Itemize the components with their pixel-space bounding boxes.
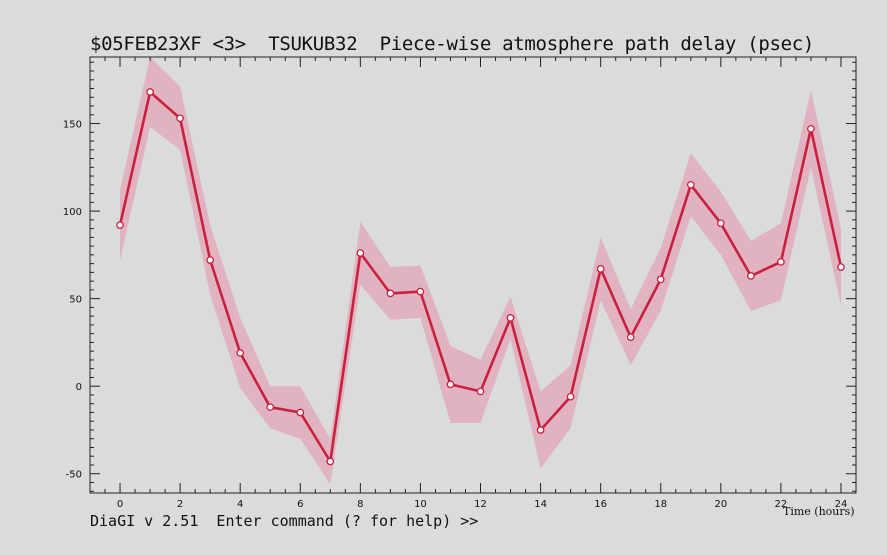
x-tick-label: 24 [835, 499, 848, 510]
data-point [326, 457, 335, 466]
data-point [837, 263, 845, 271]
plot-frame [89, 56, 857, 494]
data-point [807, 124, 815, 133]
data-point [386, 289, 395, 298]
data-point [536, 426, 545, 434]
series-points [116, 88, 845, 466]
chart-title: $05FEB23XF <3> TSUKUB32 Piece-wise atmos… [90, 33, 815, 55]
error-band-layer [120, 57, 841, 485]
x-tick-label: 14 [534, 499, 547, 510]
data-point [296, 408, 305, 417]
error-band [120, 57, 841, 485]
data-point [236, 349, 245, 357]
x-tick-label: 8 [357, 499, 363, 510]
data-point [596, 265, 605, 273]
data-point [686, 180, 695, 189]
x-tick-label: 6 [297, 499, 303, 510]
x-tick-label: 4 [237, 499, 243, 510]
data-point [626, 333, 635, 342]
x-axis-label: Time (hours) [783, 505, 855, 518]
data-point [416, 287, 425, 296]
x-tick-label: 22 [775, 499, 788, 510]
data-point [116, 221, 124, 229]
command-prompt[interactable]: DiaGI v 2.51 Enter command (? for help) … [90, 512, 479, 530]
x-tick-label: 20 [714, 499, 727, 510]
x-tick-label: 10 [414, 499, 427, 510]
y-tick-label: 150 [63, 120, 82, 131]
data-point [446, 380, 455, 389]
x-tick-label: 0 [117, 499, 123, 510]
x-tick-label: 16 [594, 499, 607, 510]
axis-ticks [90, 57, 857, 493]
x-tick-label: 18 [654, 499, 667, 510]
data-point [176, 114, 184, 123]
data-point [476, 387, 485, 396]
data-point [266, 403, 275, 412]
data-point [206, 256, 215, 264]
y-tick-label: 0 [76, 382, 82, 393]
data-point [656, 275, 665, 284]
x-tick-label: 12 [474, 499, 487, 510]
data-point [146, 88, 154, 96]
y-tick-label: 50 [69, 295, 82, 306]
data-point [716, 219, 725, 228]
data-point [747, 272, 755, 280]
data-point [356, 249, 365, 257]
y-tick-label: -50 [66, 470, 82, 481]
data-point [777, 258, 785, 266]
data-point [506, 314, 515, 322]
data-point [566, 392, 575, 401]
x-tick-label: 2 [177, 499, 183, 510]
y-tick-label: 100 [63, 207, 82, 218]
